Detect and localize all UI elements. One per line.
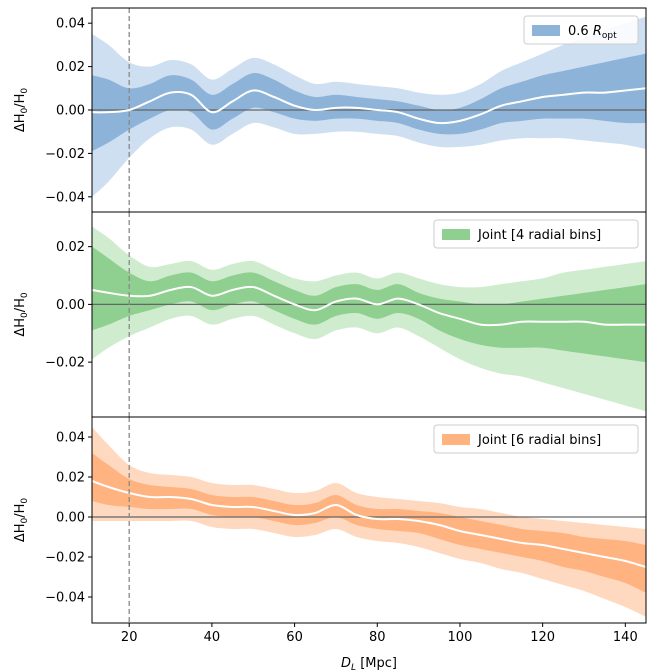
y-tick-label: 0.02 bbox=[56, 60, 85, 75]
legend: Joint [6 radial bins] bbox=[433, 424, 639, 454]
y-tick-label: 0.02 bbox=[56, 471, 85, 486]
x-tick-label: 80 bbox=[369, 630, 386, 645]
panel-1: −0.04 −0.02 0.00 0.02 0.04 ΔH0/H0 0.6 Ropt bbox=[13, 7, 647, 213]
y-tick-label: 0.00 bbox=[56, 104, 85, 119]
plot-area bbox=[92, 212, 646, 417]
y-tick-label: 0.04 bbox=[56, 431, 85, 446]
y-tick-label: 0.04 bbox=[56, 17, 85, 32]
inner-band bbox=[92, 53, 646, 152]
x-tick-label: 40 bbox=[204, 630, 221, 645]
panel-3: −0.04 −0.02 0.00 0.02 0.04 20 40 60 80 100 120 140 Δ… bbox=[13, 416, 647, 645]
inner-band bbox=[92, 453, 646, 593]
y-tick-label: 0.02 bbox=[56, 240, 85, 255]
panel-2: −0.02 0.00 0.02 ΔH0/H0 Joint [4 radial bins] bbox=[13, 211, 647, 418]
median-line bbox=[92, 480, 646, 568]
y-axis-label: ΔH0/H0 bbox=[13, 292, 30, 337]
x-tick-label: 60 bbox=[286, 630, 303, 645]
y-tick-label: 0.00 bbox=[56, 511, 85, 526]
y-tick-label: −0.02 bbox=[45, 551, 85, 566]
legend-swatch bbox=[532, 25, 560, 36]
legend: Joint [4 radial bins] bbox=[433, 219, 639, 249]
y-tick-label: −0.02 bbox=[45, 147, 85, 162]
y-tick-label: −0.04 bbox=[45, 190, 85, 205]
median-line bbox=[92, 285, 646, 327]
y-tick-label: −0.02 bbox=[45, 356, 85, 371]
legend-label: Joint [6 radial bins] bbox=[477, 433, 601, 448]
legend-label: Joint [4 radial bins] bbox=[477, 228, 601, 243]
plot-area bbox=[92, 417, 646, 623]
y-axis-label: ΔH0/H0 bbox=[13, 498, 30, 543]
legend-box bbox=[523, 15, 639, 45]
y-tick-label: 0.00 bbox=[56, 298, 85, 313]
x-tick-label: 140 bbox=[613, 630, 638, 645]
x-tick-label: 20 bbox=[121, 630, 138, 645]
legend-box bbox=[433, 424, 639, 454]
plot-area bbox=[92, 8, 646, 212]
y-axis-label: ΔH0/H0 bbox=[13, 88, 30, 133]
axes-frame bbox=[91, 416, 647, 624]
median-line bbox=[92, 87, 646, 125]
x-axis-label: DL [Mpc] bbox=[341, 656, 397, 672]
legend-swatch bbox=[442, 229, 470, 240]
legend-swatch bbox=[442, 434, 470, 445]
outer-band bbox=[92, 226, 646, 412]
y-tick-label: −0.04 bbox=[45, 591, 85, 606]
legend: 0.6 Ropt bbox=[523, 15, 639, 45]
legend-box bbox=[433, 219, 639, 249]
x-tick-label: 120 bbox=[530, 630, 555, 645]
x-tick-label: 100 bbox=[448, 630, 473, 645]
